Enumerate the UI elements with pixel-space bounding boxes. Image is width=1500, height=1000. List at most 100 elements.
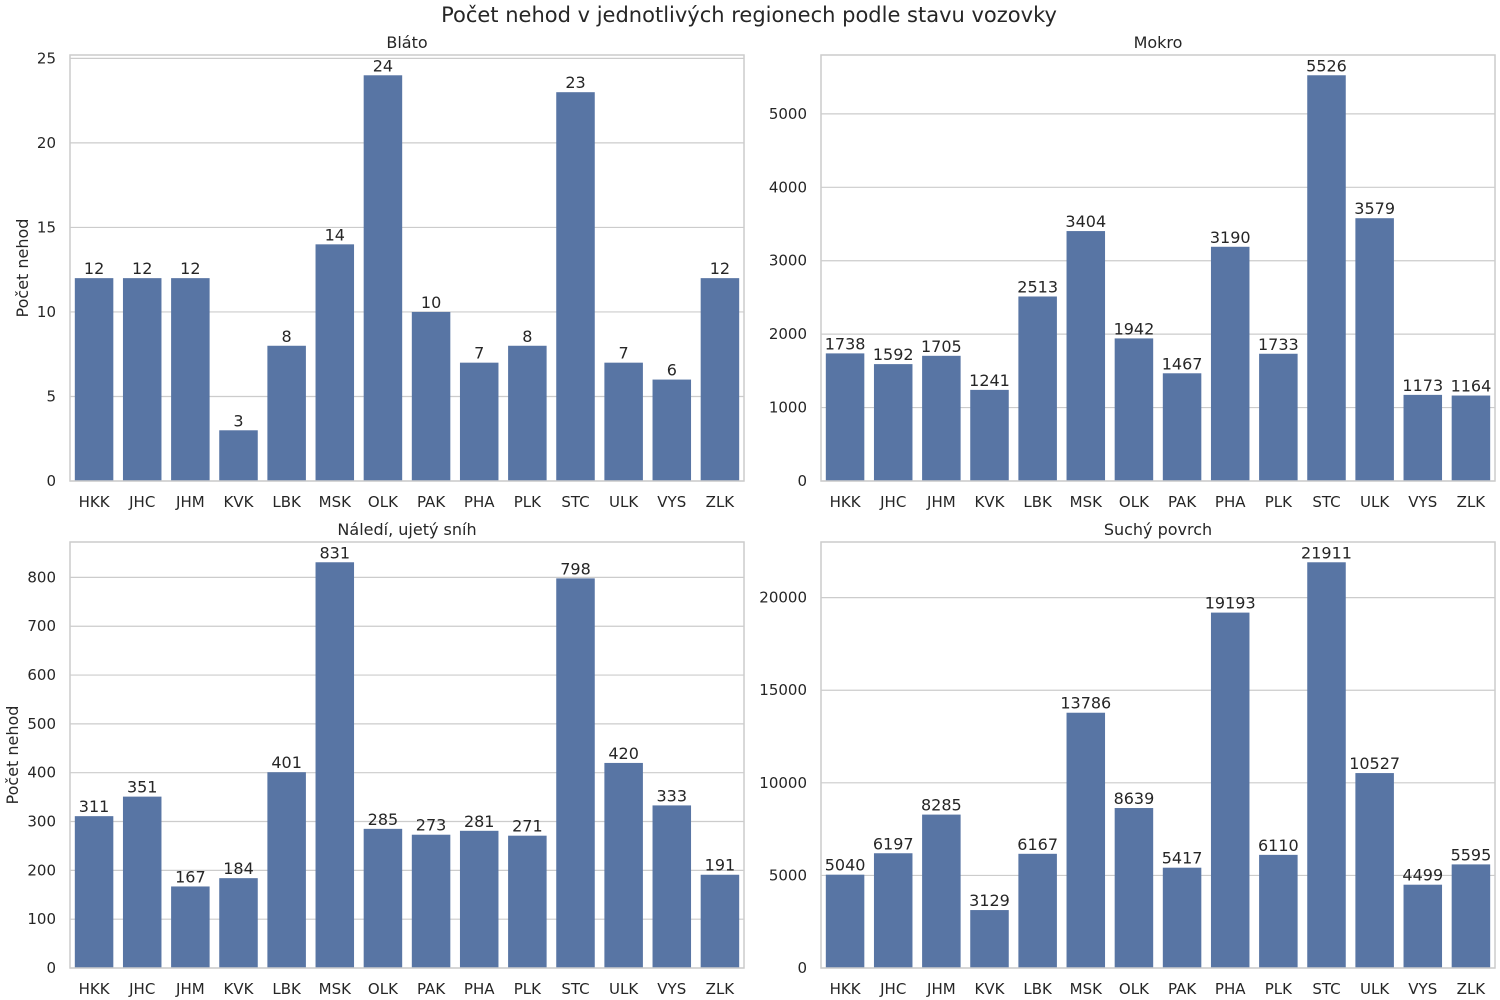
bar (652, 805, 692, 968)
plot-frame (69, 541, 745, 969)
y-tick-label: 4000 (769, 178, 807, 196)
x-tick-label: OLK (1119, 493, 1150, 511)
x-tick-label: JHM (175, 493, 205, 511)
bar (1355, 773, 1394, 968)
data-label: 1164 (1451, 377, 1492, 396)
bar (411, 834, 451, 968)
x-tick-label: ULK (1360, 493, 1390, 511)
data-label: 281 (464, 812, 495, 831)
x-tick-label: STC (1312, 493, 1340, 511)
figure-title: Počet nehod v jednotlivých regionech pod… (441, 3, 1057, 27)
bar (363, 75, 403, 482)
plot-frame (820, 54, 1496, 482)
bar (556, 578, 595, 968)
data-label: 5040 (825, 856, 866, 875)
x-tick-label: MSK (1070, 493, 1103, 511)
bar (508, 345, 547, 481)
data-label: 1467 (1162, 354, 1203, 373)
chart-panel-mokro: 0 1000 2000 3000 4000 5000 HKK JHC JHM KVK LBK MSK… (769, 33, 1496, 511)
data-label: 2513 (1017, 277, 1058, 296)
bar (74, 278, 114, 481)
data-label: 420 (608, 744, 639, 763)
x-tick-label: PAK (417, 980, 446, 998)
data-label: 1738 (825, 334, 866, 353)
x-tick-label: JHC (128, 493, 155, 511)
x-tick-label: MSK (319, 980, 352, 998)
y-tick-label: 5 (46, 387, 56, 405)
bar (604, 362, 643, 481)
bar (315, 562, 355, 968)
y-tick-label: 500 (27, 715, 56, 733)
x-tick-label: PLK (1265, 980, 1293, 998)
bar (1307, 75, 1346, 481)
x-tick-label: VYS (657, 493, 686, 511)
y-tick-label: 800 (27, 568, 56, 586)
x-tick-label: OLK (1119, 980, 1150, 998)
y-tick-label: 600 (27, 666, 56, 684)
x-tick-label: PHA (1215, 493, 1246, 511)
x-tick-label: STC (561, 493, 589, 511)
bar (1114, 808, 1154, 968)
bar (459, 362, 499, 481)
y-tick-label: 20 (37, 134, 56, 152)
x-tick-label: KVK (975, 493, 1006, 511)
panel-title: Náledí, ujetý sníh (337, 520, 476, 539)
x-tick-label: STC (1312, 980, 1340, 998)
bar (825, 874, 865, 968)
y-tick-label: 0 (797, 959, 807, 977)
x-tick-label: PLK (514, 980, 542, 998)
data-label: 401 (271, 753, 302, 772)
data-label: 21911 (1301, 543, 1352, 562)
bar (1403, 884, 1443, 968)
x-tick-label: JHM (926, 980, 956, 998)
data-label: 8285 (921, 796, 962, 815)
x-tick-label: LBK (272, 980, 302, 998)
y-tick-label: 300 (27, 813, 56, 831)
x-tick-label: OLK (368, 980, 399, 998)
bar (700, 874, 740, 968)
y-tick-label: 15000 (759, 681, 807, 699)
x-tick-label: PHA (1215, 980, 1246, 998)
bar (1259, 353, 1298, 481)
chart-panel-blato: 0 5 10 15 20 25 HKK JHC JHM KVK LBK MSK OLK PAK PHA PL… (13, 33, 745, 511)
x-tick-label: PLK (514, 493, 542, 511)
x-tick-label: KVK (224, 980, 255, 998)
x-tick-label: ZLK (1457, 980, 1487, 998)
bar (171, 278, 210, 481)
x-tick-label: JHC (879, 980, 906, 998)
bar (459, 830, 499, 968)
bar (970, 389, 1009, 481)
panel-title: Mokro (1134, 33, 1183, 52)
bar (1210, 612, 1250, 968)
chart-panel-naledi: 0 100 200 300 400 500 600 700 800 HKK JHC JHM KVK LB… (3, 520, 745, 998)
x-tick-label: LBK (272, 493, 302, 511)
y-tick-label: 3000 (769, 252, 807, 270)
y-tick-label: 0 (46, 959, 56, 977)
bar (1066, 712, 1106, 968)
data-label: 8639 (1114, 789, 1155, 808)
data-label: 831 (320, 543, 351, 562)
data-label: 3129 (969, 891, 1010, 910)
x-tick-label: KVK (224, 493, 255, 511)
data-label: 12 (84, 259, 104, 278)
x-tick-label: VYS (1408, 980, 1437, 998)
y-axis-label: Počet nehod (13, 219, 32, 318)
bar (1307, 562, 1346, 968)
y-tick-label: 1000 (769, 399, 807, 417)
data-label: 1942 (1114, 319, 1155, 338)
data-label: 12 (710, 259, 730, 278)
x-tick-label: PAK (417, 493, 446, 511)
data-label: 3 (233, 411, 243, 430)
data-label: 8 (522, 327, 532, 346)
bar (1403, 394, 1443, 481)
x-tick-label: ZLK (706, 493, 736, 511)
y-tick-label: 5000 (769, 105, 807, 123)
x-tick-label: JHC (879, 493, 906, 511)
x-tick-label: JHM (175, 980, 205, 998)
bar (556, 92, 595, 481)
x-tick-label: ZLK (706, 980, 736, 998)
data-label: 6 (667, 361, 677, 380)
bar (652, 379, 692, 481)
x-tick-label: ZLK (1457, 493, 1487, 511)
